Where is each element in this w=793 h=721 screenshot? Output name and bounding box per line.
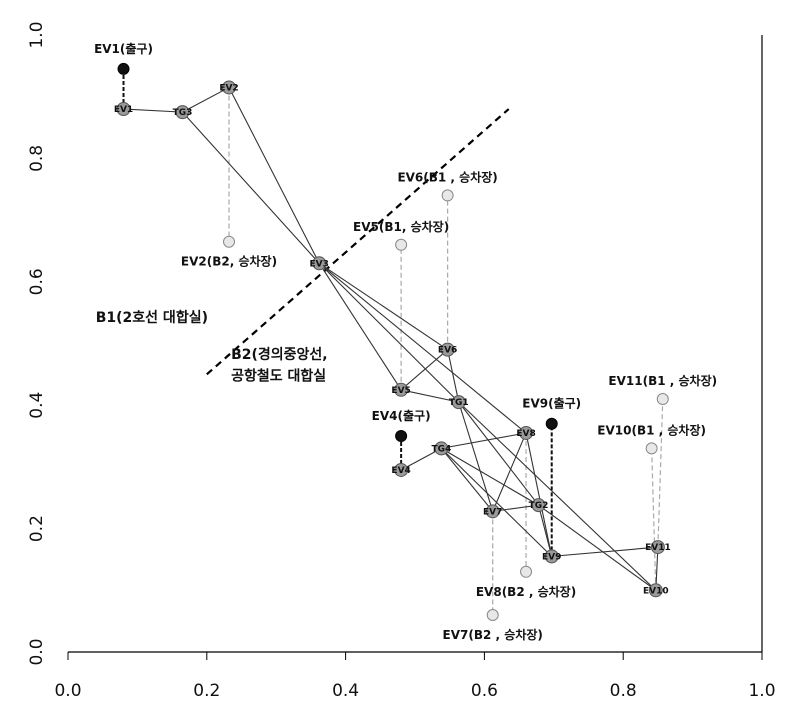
node-point <box>312 256 327 271</box>
y-tick-label: 1.0 <box>27 21 47 48</box>
platform-link <box>651 448 657 591</box>
node-label: EV1 <box>114 105 133 115</box>
node-label: TG3 <box>173 108 193 118</box>
platform-label: EV8(B2 , 승차장) <box>476 584 576 599</box>
platform-label: EV5(B1, 승차장) <box>353 219 449 234</box>
node-label: EV8 <box>516 429 535 439</box>
platform-point <box>486 608 499 621</box>
node-point <box>648 583 663 598</box>
node-label: EV2 <box>219 83 238 93</box>
edge-line <box>538 504 657 591</box>
exit-label: EV1(출구) <box>94 41 153 56</box>
node-label: EV3 <box>310 259 329 269</box>
edge-line <box>318 262 402 391</box>
region-annotation: B1(2호선 대합실) <box>96 309 208 326</box>
x-tick-label: 0.2 <box>193 681 220 701</box>
platform-label: EV10(B1 , 승차장) <box>597 422 706 437</box>
node-point <box>519 425 534 440</box>
platform-point <box>656 393 669 406</box>
edge-line <box>441 432 527 449</box>
edge-line <box>458 401 657 591</box>
edge-line <box>525 432 553 557</box>
exit-point <box>545 417 558 430</box>
edge-line <box>537 505 553 557</box>
edges <box>123 86 659 591</box>
node-label: EV4 <box>391 466 410 476</box>
edge-line <box>440 448 494 512</box>
node-label: EV9 <box>542 552 561 562</box>
node-label: TG2 <box>529 501 549 511</box>
platform-point <box>223 235 236 248</box>
edge-line <box>123 108 183 113</box>
exit-point <box>117 62 130 75</box>
edge-line <box>318 262 448 351</box>
node-point <box>531 498 546 513</box>
edge-line <box>441 447 539 506</box>
platform-point <box>441 189 454 202</box>
edge-line <box>551 546 658 557</box>
node-label: EV6 <box>438 346 457 356</box>
y-tick-label: 0.2 <box>27 515 47 542</box>
platform-label: EV2(B2, 승차장) <box>181 254 277 269</box>
node-label: TG4 <box>431 444 451 454</box>
edge-line <box>182 86 230 113</box>
node-point <box>394 382 409 397</box>
platform-point <box>395 238 408 251</box>
edge-line <box>318 262 460 403</box>
edge-line <box>447 349 460 403</box>
node-point <box>544 549 559 564</box>
x-tick-label: 0.6 <box>471 681 498 701</box>
platform-label: EV11(B1 , 승차장) <box>608 373 717 388</box>
floor-divider-line <box>206 108 510 376</box>
platform-point <box>645 442 658 455</box>
region-annotation: 공항철도 대합실 <box>231 368 326 385</box>
points <box>116 62 669 621</box>
edge-line <box>228 87 320 264</box>
platform-label: EV6(B1 , 승차장) <box>397 169 497 184</box>
node-point <box>434 441 449 456</box>
node-point <box>440 342 455 357</box>
floor-divider <box>206 108 510 376</box>
platform-point <box>520 565 533 578</box>
vertical-links <box>122 68 664 615</box>
node-point <box>175 105 190 120</box>
edge-line <box>400 447 442 471</box>
labels: EV2(B2, 승차장) EV5(B1, 승차장) EV6(B1 , 승차장) EV8… <box>94 41 717 642</box>
edge-line <box>458 401 539 506</box>
exit-label: EV9(출구) <box>522 396 581 411</box>
node-point <box>451 395 466 410</box>
x-tick-label: 1.0 <box>748 681 775 701</box>
x-tick-label: 0.4 <box>332 681 359 701</box>
node-point <box>394 462 409 477</box>
node-point <box>116 102 131 117</box>
node-point <box>485 504 500 519</box>
node-point <box>222 80 237 95</box>
exit-label: EV4(출구) <box>372 408 431 423</box>
edge-line <box>401 389 459 403</box>
edge-line <box>655 547 659 591</box>
platform-label: EV7(B2 , 승차장) <box>443 627 543 642</box>
y-tick-label: 0.8 <box>27 145 47 172</box>
node-point <box>650 540 665 555</box>
edge-line <box>492 504 539 512</box>
edge-line <box>182 111 320 264</box>
node-label: EV11 <box>645 543 671 553</box>
platform-link <box>657 399 664 548</box>
edge-line <box>318 262 527 434</box>
node-label: EV5 <box>391 386 410 396</box>
x-tick-label: 0.0 <box>54 681 81 701</box>
node-label: TG1 <box>449 398 469 408</box>
exit-point <box>395 430 408 443</box>
edge-line <box>400 349 448 391</box>
y-tick-label: 0.6 <box>27 268 47 295</box>
x-tick-label: 0.8 <box>610 681 637 701</box>
node-label: EV7 <box>483 507 502 517</box>
edge-line <box>492 432 527 512</box>
y-tick-label: 0.4 <box>27 392 47 419</box>
y-tick-label: 0.0 <box>27 638 47 665</box>
axes: 0.0 0.2 0.4 0.6 0.8 1.0 0.0 0.2 0.4 0.6 0.8 1.0 <box>27 21 776 701</box>
node-label: EV10 <box>643 586 669 596</box>
region-annotation: B2(경의중앙선, <box>231 346 328 363</box>
